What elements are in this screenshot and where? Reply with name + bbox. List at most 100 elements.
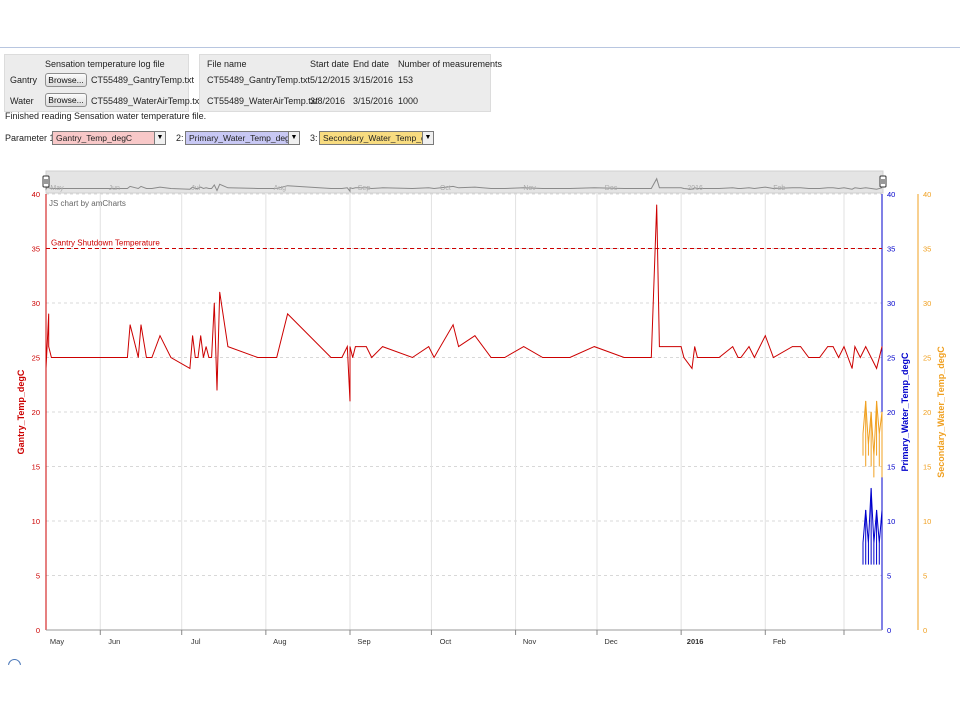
secondary-y-tick-label: 10 — [923, 517, 931, 526]
data-point — [159, 335, 161, 337]
scrollbar-right-handle[interactable] — [879, 175, 887, 188]
data-point — [878, 433, 880, 435]
scrollbar-tick-label: Sep — [358, 185, 371, 192]
secondary-y-tick-label: 5 — [923, 572, 927, 581]
scrollbar-tick-labels: May Jun Jul Aug Sep Oct Nov Dec 2016 Feb — [50, 185, 785, 192]
scrollbar-tick-label: Dec — [605, 185, 618, 192]
data-point — [349, 400, 351, 402]
data-point — [737, 357, 739, 358]
table-cell: CT55489_GantryTemp.txt — [207, 75, 311, 85]
param1-select[interactable]: Gantry_Temp_degC ▼ — [52, 131, 166, 145]
scrollbar-left-handle[interactable] — [42, 175, 50, 188]
series-layer — [45, 204, 883, 565]
primary-y-tick-label: 25 — [887, 354, 895, 363]
info-header-measurements: Number of measurements — [398, 59, 503, 69]
x-tick-label: Oct — [440, 637, 453, 646]
data-point — [151, 357, 153, 358]
primary-y-tick-label: 30 — [887, 299, 895, 308]
param2-select[interactable]: Primary_Water_Temp_degC ▼ — [185, 131, 300, 145]
water-file-name: CT55489_WaterAirTemp.txt — [91, 96, 202, 106]
water-browse-button[interactable]: Browse... — [45, 93, 87, 107]
x-tick-label: Dec — [604, 637, 618, 646]
left-y-tick-label: 30 — [32, 299, 40, 308]
secondary-y-tick-label: 15 — [923, 463, 931, 472]
water-row-label: Water — [10, 96, 34, 106]
data-point — [623, 357, 625, 358]
data-point — [851, 368, 853, 369]
param3-select[interactable]: Secondary_Water_Temp_degC ▼ — [319, 131, 434, 145]
chevron-down-icon: ▼ — [422, 132, 433, 144]
param1-value: Gantry_Temp_degC — [56, 133, 133, 143]
data-point — [205, 346, 207, 347]
x-tick-label: Jun — [108, 637, 120, 646]
data-point — [211, 357, 212, 358]
series-Primary_Water_Temp_degC — [862, 487, 883, 565]
x-tick-label: 2016 — [687, 637, 704, 646]
primary-y-tick-label: 0 — [887, 626, 891, 635]
left-y-tick-label: 35 — [32, 245, 40, 254]
secondary-y-tick-label: 20 — [923, 408, 931, 417]
series-line — [862, 401, 883, 456]
data-point — [458, 346, 459, 347]
data-point — [650, 357, 652, 358]
data-point — [341, 357, 343, 358]
data-point — [659, 346, 660, 347]
info-header-end-date: End date — [353, 59, 390, 69]
scrollbar-track[interactable] — [45, 170, 884, 194]
secondary-y-tick-label: 30 — [923, 299, 931, 308]
left-y-tick-label: 20 — [32, 408, 40, 417]
data-point — [216, 389, 218, 391]
secondary-y-tick-label: 25 — [923, 354, 931, 363]
table-cell: 5/12/2015 — [310, 75, 351, 85]
shutdown-guide-label: Gantry Shutdown Temperature — [51, 239, 160, 248]
x-tick-label: Feb — [773, 637, 786, 646]
data-point — [48, 346, 50, 347]
series-line — [862, 488, 883, 543]
data-point — [504, 357, 506, 358]
data-point — [192, 335, 193, 337]
scrollbar-tick-label: Oct — [440, 185, 451, 192]
data-point — [593, 346, 595, 347]
data-point — [474, 335, 476, 337]
data-point — [433, 357, 435, 358]
data-point — [127, 357, 128, 358]
secondary-y-tick-label: 35 — [923, 245, 931, 254]
x-tick-label: Sep — [357, 637, 370, 646]
data-point — [859, 357, 861, 358]
data-point — [865, 400, 867, 402]
primary-y-tick-label: 15 — [887, 463, 895, 472]
left-axis-title: Gantry_Temp_degC — [16, 369, 26, 454]
gantry-browse-button[interactable]: Browse... — [45, 73, 87, 87]
data-point — [862, 433, 864, 435]
data-point — [170, 357, 172, 358]
chart-scrollbar[interactable]: May Jun Jul Aug Sep Oct Nov Dec 2016 Feb — [42, 170, 887, 194]
amcharts-credit[interactable]: JS chart by amCharts — [49, 199, 126, 208]
data-point — [208, 357, 210, 358]
data-point — [868, 542, 869, 544]
data-point — [146, 357, 147, 358]
primary-axis-title: Primary_Water_Temp_degC — [900, 352, 910, 472]
data-point — [773, 357, 774, 358]
data-point — [748, 346, 750, 347]
data-point — [656, 204, 658, 206]
left-y-tick-label: 40 — [32, 190, 40, 199]
data-point — [764, 335, 766, 337]
data-point — [194, 357, 196, 358]
data-point — [135, 346, 136, 347]
file-info-table: File name Start date End date Number of … — [199, 54, 502, 112]
primary-y-tick-label: 20 — [887, 408, 895, 417]
series-Secondary_Water_Temp_degC — [862, 400, 883, 478]
data-point — [45, 368, 47, 369]
data-point — [680, 346, 682, 347]
data-point — [346, 346, 348, 347]
data-point — [697, 357, 698, 358]
data-point — [868, 444, 869, 446]
scrollbar-tick-label: 2016 — [687, 185, 703, 192]
chevron-down-icon: ▼ — [288, 132, 299, 144]
info-header-start-date: Start date — [310, 59, 350, 69]
series-Gantry_Temp_degC — [45, 204, 883, 402]
data-point — [257, 357, 259, 358]
table-cell: CT55489_WaterAirTemp.txt — [207, 96, 318, 106]
primary-y-tick-label: 5 — [887, 572, 891, 581]
